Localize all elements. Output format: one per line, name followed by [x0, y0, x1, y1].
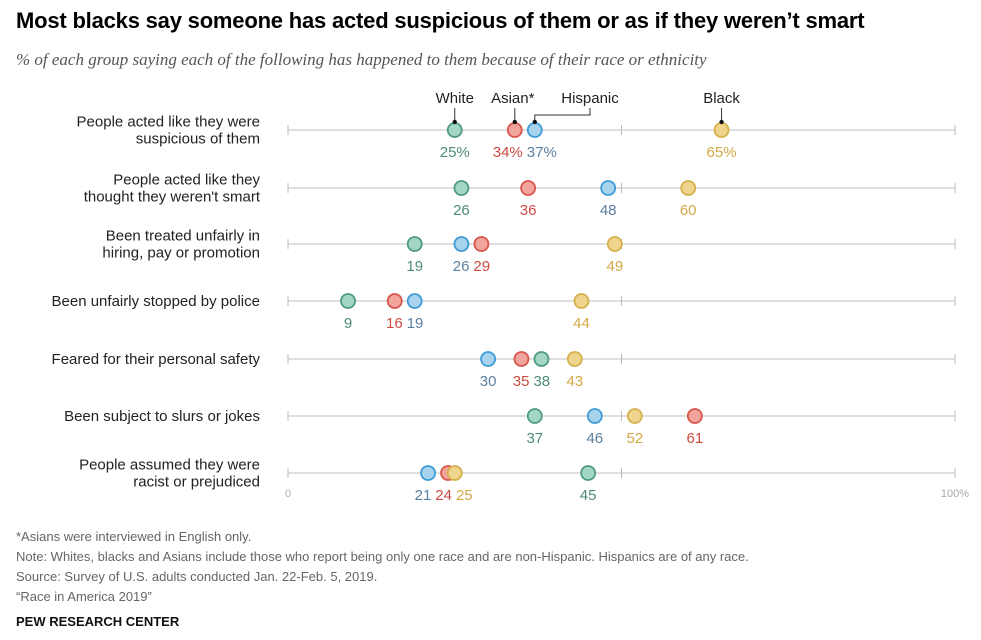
category-label: thought they weren't smart [84, 189, 261, 206]
category-label: People acted like they [113, 172, 260, 189]
data-label: 26 [453, 258, 470, 275]
data-label: 49 [606, 258, 623, 275]
data-label: 37% [527, 144, 557, 161]
data-point-black [573, 293, 590, 309]
data-label: 24 [435, 487, 452, 504]
note-report: “Race in America 2019” [16, 589, 152, 604]
data-point-white [453, 180, 470, 196]
data-point-hispanic [480, 351, 497, 367]
data-point-black [566, 351, 583, 367]
data-point-asian [386, 293, 403, 309]
data-point-hispanic [600, 180, 617, 196]
data-point-black [626, 408, 643, 424]
data-point-hispanic [526, 122, 543, 138]
category-label: suspicious of them [136, 131, 260, 148]
data-label: 61 [687, 430, 704, 447]
legend-label: Black [703, 90, 740, 107]
data-label: 45 [580, 487, 597, 504]
data-point-white [580, 465, 597, 481]
data-label: 30 [480, 373, 497, 390]
data-point-black [713, 122, 730, 138]
data-label: 36 [520, 202, 537, 219]
legend-leader-dot [452, 119, 457, 125]
data-point-white [406, 236, 423, 252]
data-point-black [680, 180, 697, 196]
note-asians: *Asians were interviewed in English only… [16, 529, 252, 544]
tick-label: 100% [941, 488, 969, 500]
data-point-asian [513, 351, 530, 367]
data-point-hispanic [406, 293, 423, 309]
legend-label: White [436, 90, 474, 107]
note-source: Source: Survey of U.S. adults conducted … [16, 569, 378, 584]
category-label: Been unfairly stopped by police [52, 293, 260, 310]
data-point-black [446, 465, 463, 481]
data-label: 48 [600, 202, 617, 219]
data-label: 29 [473, 258, 490, 275]
data-point-asian [473, 236, 490, 252]
data-point-white [340, 293, 356, 309]
legend-leader-dot [719, 119, 724, 125]
category-label: Been subject to slurs or jokes [64, 408, 260, 425]
chart-title: Most blacks say someone has acted suspic… [16, 8, 865, 33]
data-point-hispanic [586, 408, 603, 424]
data-point-asian [686, 408, 703, 424]
data-label: 26 [453, 202, 470, 219]
data-label: 52 [626, 430, 643, 447]
chart-subtitle: % of each group saying each of the follo… [16, 50, 707, 69]
data-label: 16 [386, 315, 403, 332]
data-label: 19 [407, 315, 424, 332]
data-point-white [446, 122, 463, 138]
data-label: 65% [707, 144, 737, 161]
data-label: 38 [533, 373, 550, 390]
data-label: 25 [456, 487, 473, 504]
data-point-black [606, 236, 623, 252]
data-label: 9 [344, 315, 352, 332]
category-label: People acted like they were [77, 114, 260, 131]
data-point-asian [520, 180, 537, 196]
data-label: 60 [680, 202, 697, 219]
category-label: Been treated unfairly in [106, 228, 260, 245]
legend-leader [534, 108, 591, 122]
data-label: 43 [566, 373, 583, 390]
data-point-white [526, 408, 543, 424]
category-label: People assumed they were [79, 457, 260, 474]
legend-leader-dot [532, 119, 537, 125]
legend-label: Asian* [491, 90, 535, 107]
legend-leader-dot [512, 119, 517, 125]
data-label: 46 [586, 430, 603, 447]
category-label: hiring, pay or promotion [102, 245, 260, 262]
data-point-asian [506, 122, 523, 138]
data-label: 37 [526, 430, 543, 447]
data-label: 34% [493, 144, 523, 161]
data-label: 35 [513, 373, 530, 390]
category-label: Feared for their personal safety [52, 351, 261, 368]
data-label: 19 [406, 258, 423, 275]
tick-label: 0 [285, 488, 291, 500]
data-label: 44 [573, 315, 590, 332]
data-label: 25% [440, 144, 470, 161]
data-point-white [533, 351, 550, 367]
notes: *Asians were interviewed in English only… [16, 527, 749, 607]
note-races: Note: Whites, blacks and Asians include … [16, 549, 749, 564]
data-point-hispanic [420, 465, 436, 481]
data-point-hispanic [453, 236, 470, 252]
brand-logo: PEW RESEARCH CENTER [16, 614, 180, 629]
legend-label: Hispanic [561, 90, 619, 107]
category-label: racist or prejudiced [133, 474, 260, 491]
data-label: 21 [415, 487, 432, 504]
